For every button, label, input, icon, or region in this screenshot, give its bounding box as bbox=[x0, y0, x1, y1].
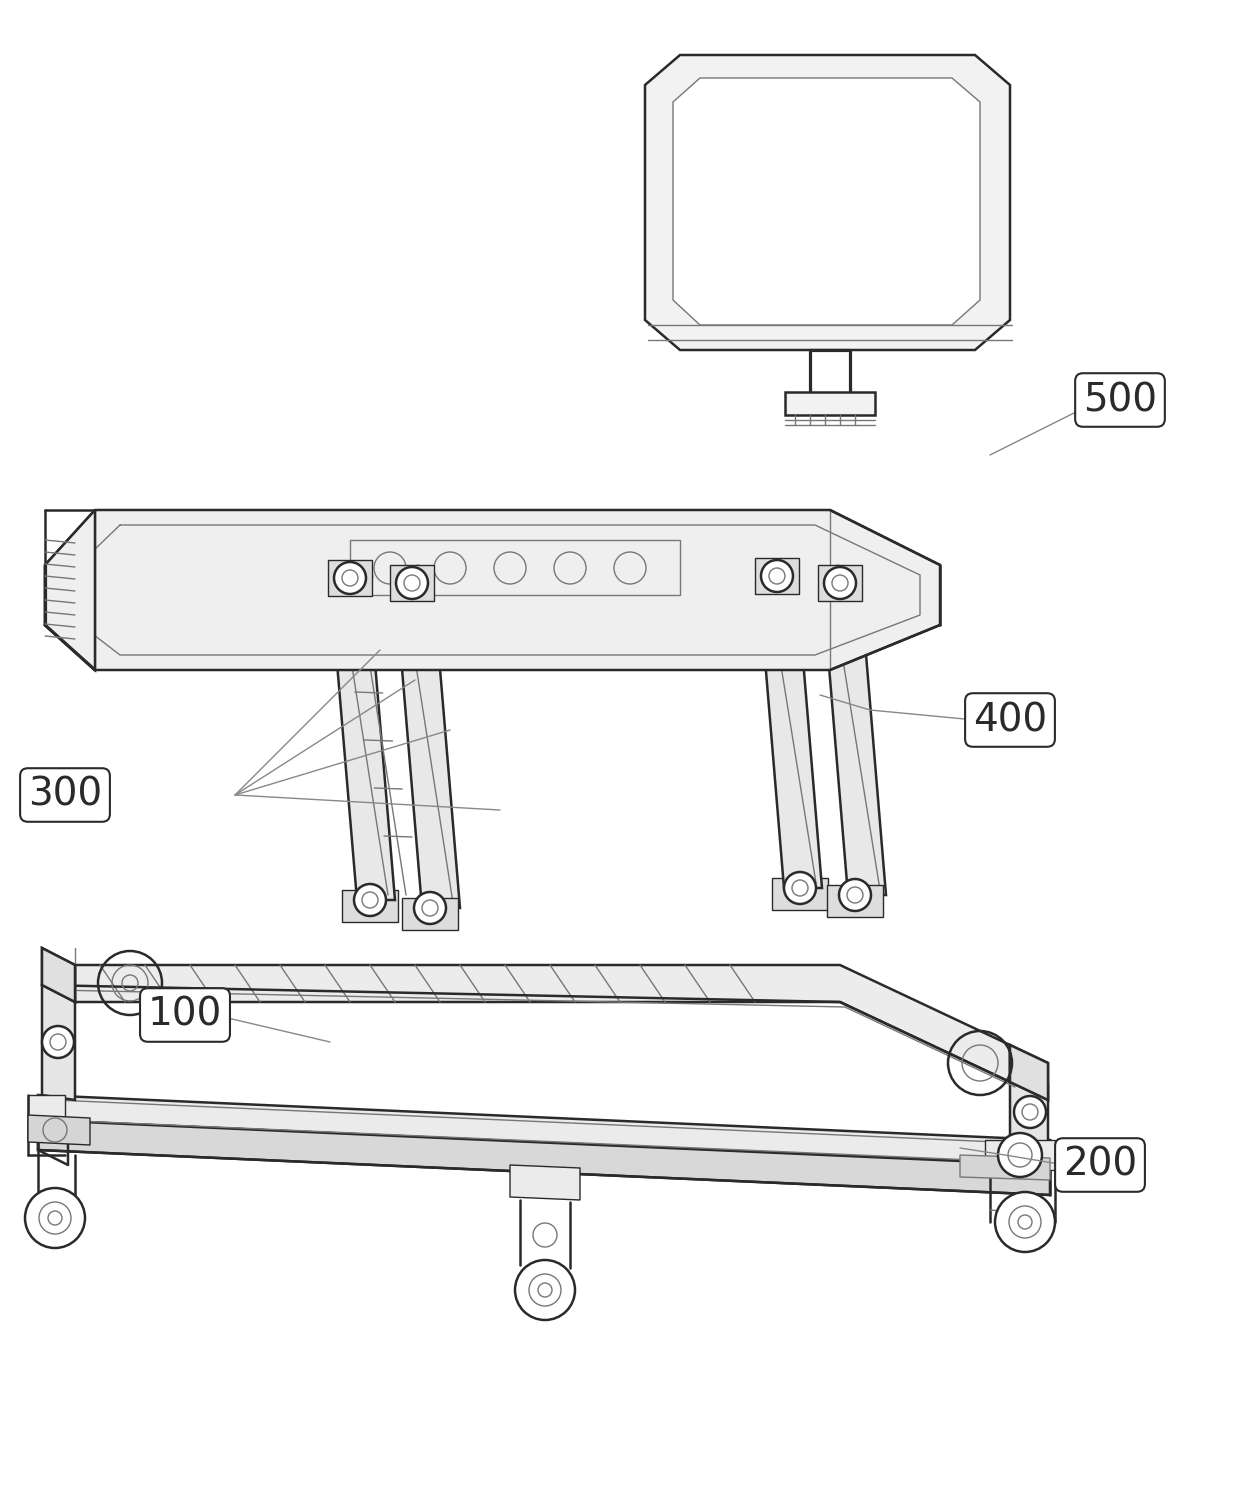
Polygon shape bbox=[42, 985, 74, 1100]
Polygon shape bbox=[329, 560, 372, 595]
Polygon shape bbox=[402, 898, 458, 930]
Circle shape bbox=[994, 1192, 1055, 1252]
Polygon shape bbox=[773, 878, 828, 910]
Text: 100: 100 bbox=[148, 996, 222, 1034]
Circle shape bbox=[825, 567, 856, 598]
Polygon shape bbox=[45, 509, 940, 670]
Circle shape bbox=[764, 563, 792, 591]
Circle shape bbox=[396, 567, 428, 598]
Circle shape bbox=[414, 892, 446, 924]
Polygon shape bbox=[755, 558, 799, 594]
Polygon shape bbox=[822, 582, 887, 895]
Polygon shape bbox=[391, 564, 434, 601]
Polygon shape bbox=[330, 581, 396, 900]
Text: 400: 400 bbox=[973, 701, 1047, 740]
Circle shape bbox=[334, 561, 366, 594]
Polygon shape bbox=[38, 1120, 1050, 1195]
Polygon shape bbox=[74, 965, 1011, 1083]
Circle shape bbox=[839, 879, 870, 910]
Circle shape bbox=[515, 1259, 575, 1320]
Circle shape bbox=[825, 566, 852, 594]
Polygon shape bbox=[645, 55, 1011, 350]
Polygon shape bbox=[342, 890, 398, 922]
Polygon shape bbox=[758, 575, 822, 888]
Text: 200: 200 bbox=[1063, 1146, 1137, 1184]
Polygon shape bbox=[818, 564, 862, 601]
Polygon shape bbox=[1011, 1045, 1048, 1100]
Circle shape bbox=[998, 1133, 1042, 1178]
Circle shape bbox=[42, 1026, 74, 1057]
Text: 500: 500 bbox=[1083, 382, 1157, 419]
Polygon shape bbox=[510, 1166, 580, 1200]
Polygon shape bbox=[42, 947, 74, 1002]
Circle shape bbox=[343, 563, 372, 591]
Polygon shape bbox=[396, 585, 460, 907]
Polygon shape bbox=[29, 1115, 91, 1145]
Circle shape bbox=[761, 560, 794, 593]
Text: 300: 300 bbox=[27, 777, 102, 814]
Polygon shape bbox=[985, 1140, 1055, 1170]
Polygon shape bbox=[45, 509, 95, 670]
Circle shape bbox=[25, 1188, 86, 1247]
Polygon shape bbox=[1011, 1083, 1048, 1143]
Polygon shape bbox=[29, 1094, 64, 1126]
Polygon shape bbox=[673, 79, 980, 325]
Circle shape bbox=[1014, 1096, 1047, 1129]
Polygon shape bbox=[38, 1094, 1050, 1166]
Circle shape bbox=[353, 884, 386, 916]
Polygon shape bbox=[785, 392, 875, 414]
Polygon shape bbox=[827, 885, 883, 918]
Polygon shape bbox=[42, 947, 74, 1002]
Polygon shape bbox=[960, 1155, 1050, 1181]
Circle shape bbox=[784, 872, 816, 904]
Circle shape bbox=[404, 566, 432, 594]
Polygon shape bbox=[1011, 1045, 1048, 1100]
